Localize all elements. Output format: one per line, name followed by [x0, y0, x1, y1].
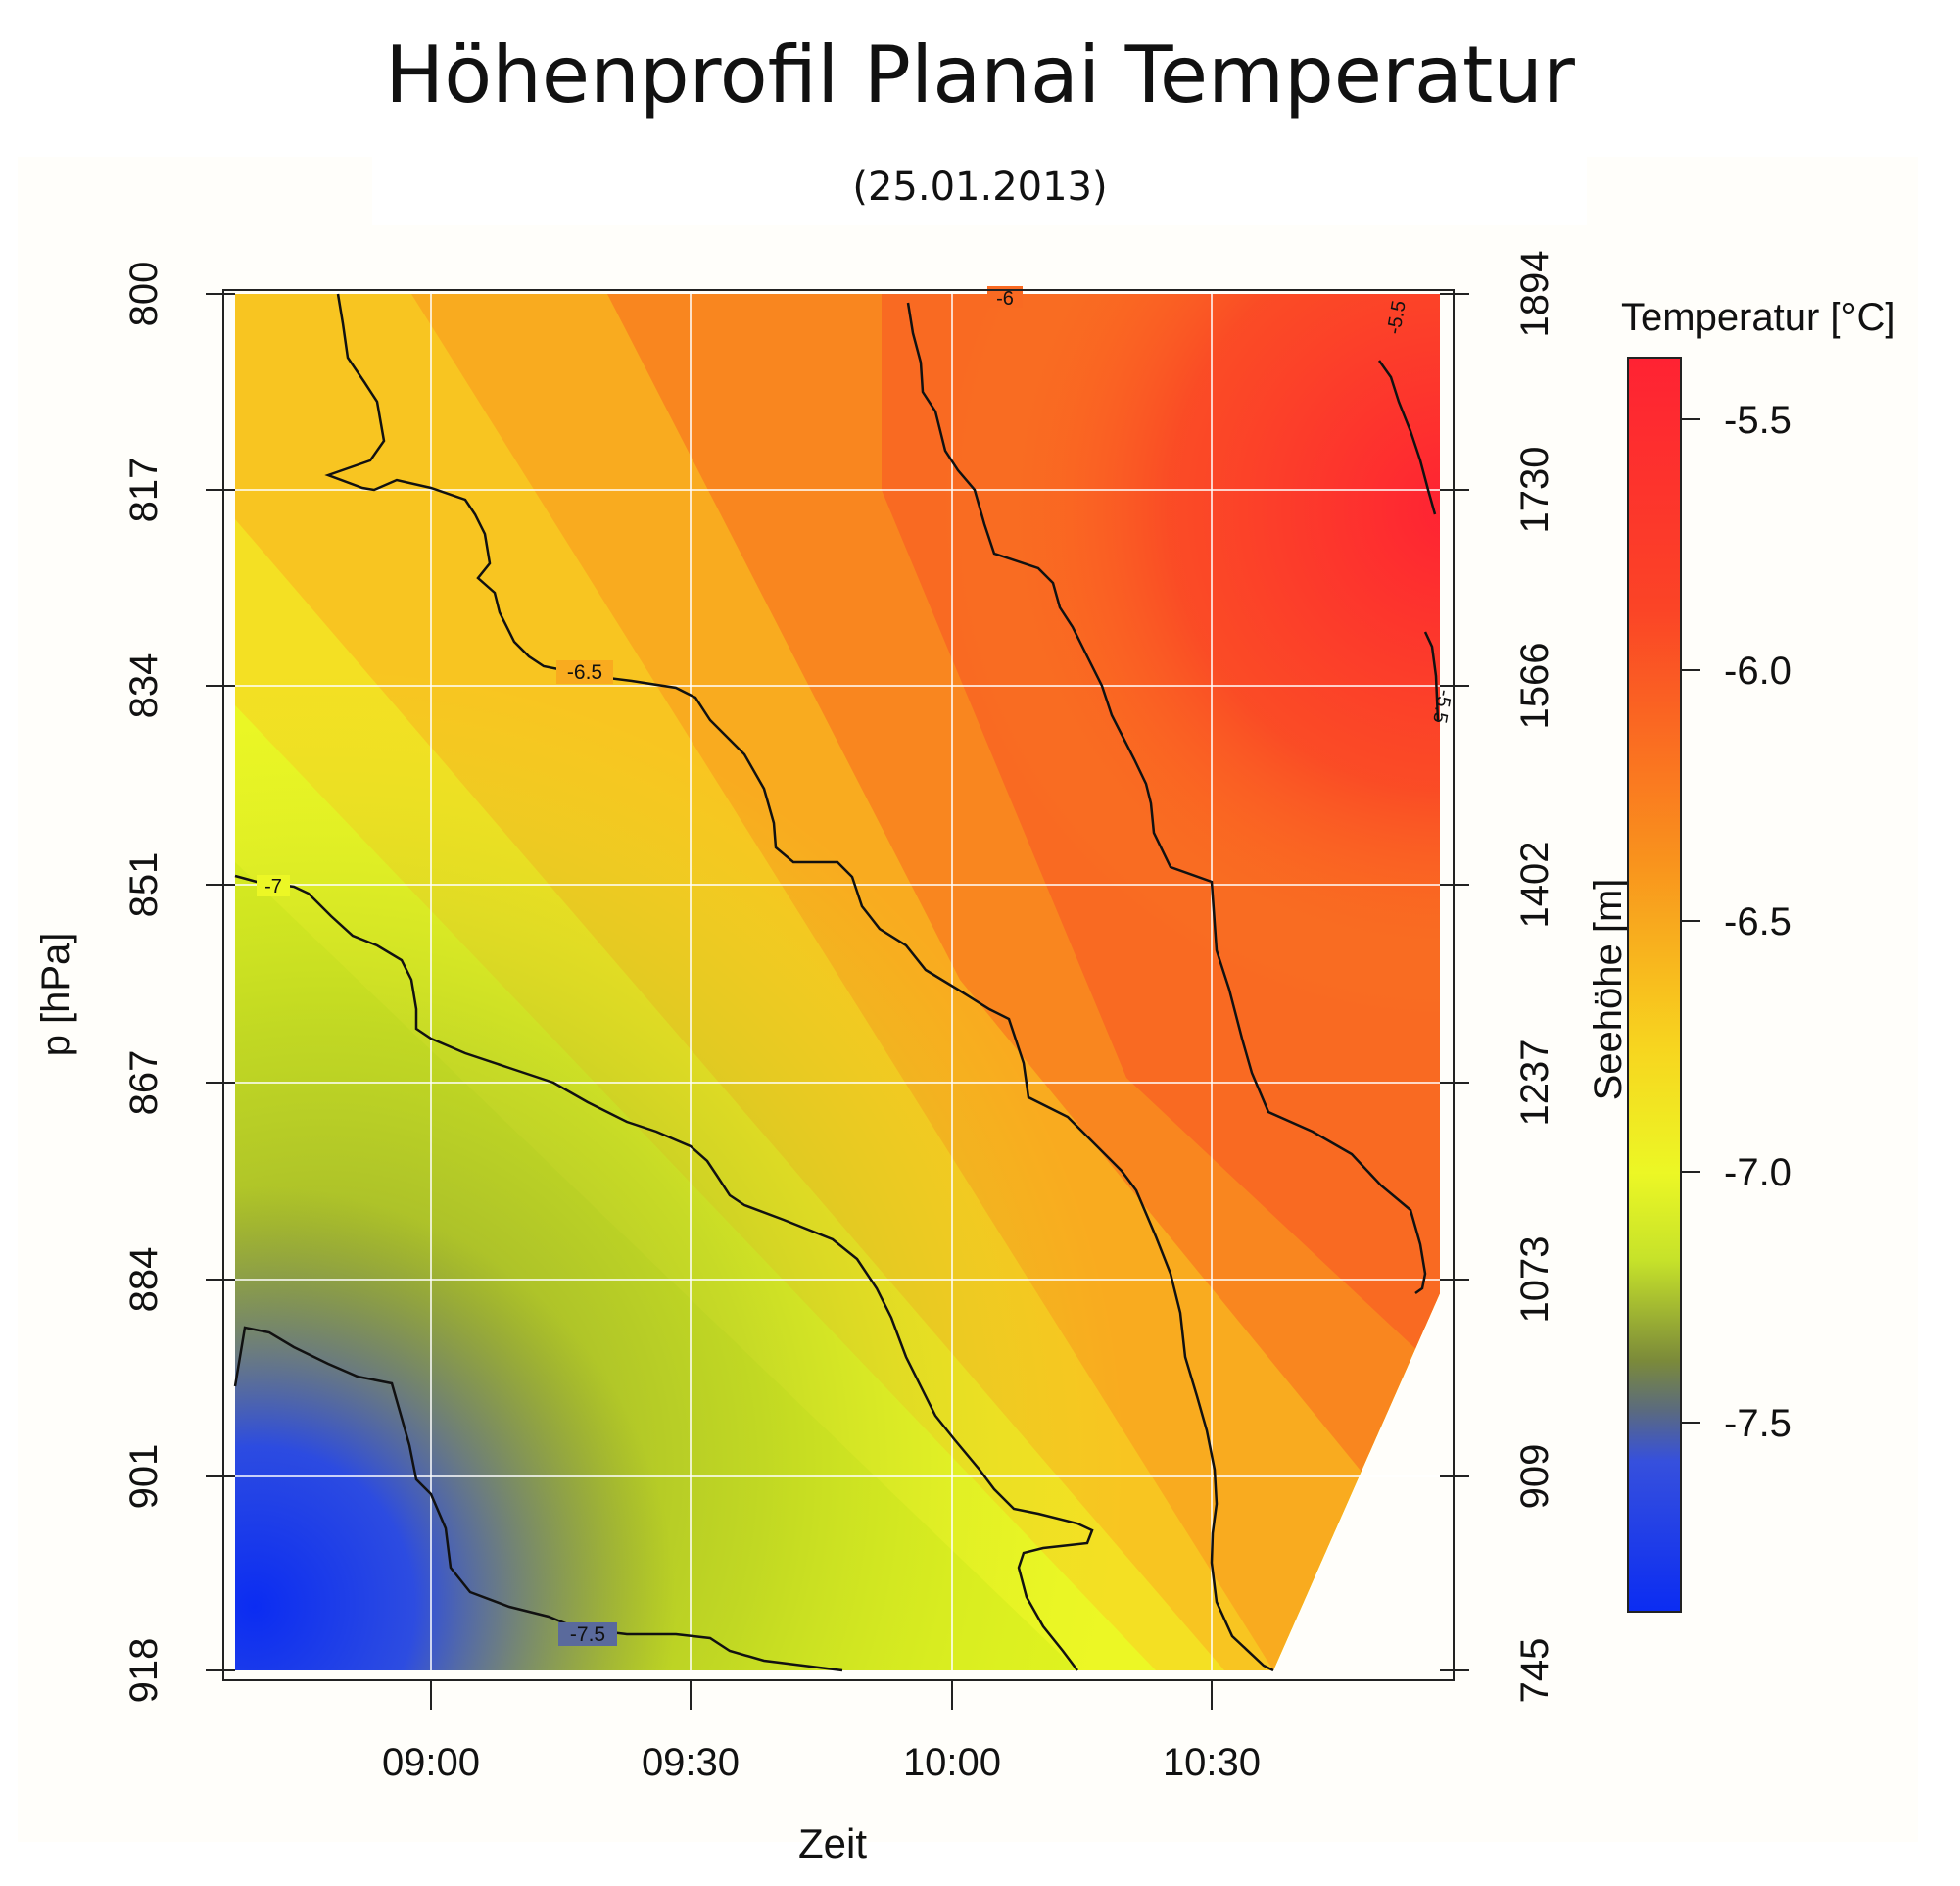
contour-label-bg-minus-7 [257, 875, 290, 896]
colorbar-label-minus-7.5: -7.5 [1724, 1402, 1792, 1445]
y-right-tick-1073: 1073 [1513, 1236, 1556, 1324]
x-tick-0930: 09:30 [642, 1741, 740, 1784]
chart-subtitle: (25.01.2013) [852, 165, 1108, 210]
colorbar-label-minus-5.5: -5.5 [1724, 399, 1792, 442]
contour-label-minus-7: -7 [264, 876, 282, 897]
contour-labels: -6 -6.5 -7 -7.5 -5.5 -5.5 [257, 286, 1456, 1646]
contour-line-minus-6 [906, 302, 1427, 1295]
contour-line-minus-7.5 [233, 1326, 843, 1672]
y-left-tick-867: 867 [122, 1050, 166, 1116]
y-right-tick-1237: 1237 [1513, 1040, 1556, 1127]
y-left-tick-817: 817 [122, 458, 166, 523]
contour-line-minus-7 [234, 874, 1094, 1671]
tick-marks [206, 293, 1469, 1710]
y-right-tick-1894: 1894 [1513, 251, 1556, 338]
contour-label-bg-minus-7.5 [558, 1622, 617, 1646]
colorbar-title: Temperatur [°C] [1621, 296, 1896, 339]
plot-frame [222, 289, 1455, 1681]
y-left-tick-834: 834 [122, 653, 166, 719]
grid [235, 294, 1440, 1670]
y-axis-label-right: Seehöhe [m] [1587, 879, 1630, 1101]
y-right-tick-1402: 1402 [1513, 842, 1556, 929]
colorbar-label-minus-7.0: -7.0 [1724, 1151, 1792, 1194]
contour-label-minus-6.5: -6.5 [567, 661, 602, 684]
y-right-tick-1730: 1730 [1513, 447, 1556, 534]
chart-title: Höhenprofil Planai Temperatur [385, 29, 1575, 121]
y-axis-label-left: p [hPa] [34, 933, 77, 1057]
x-tick-0900: 09:00 [382, 1741, 480, 1784]
y-left-tick-901: 901 [122, 1444, 166, 1510]
y-right-tick-745: 745 [1513, 1638, 1556, 1704]
colorbar-label-minus-6.5: -6.5 [1724, 900, 1792, 943]
y-right-tick-1566: 1566 [1513, 643, 1556, 730]
contour-line-minus-5.5-top [1377, 360, 1437, 515]
subtitle-background [372, 147, 1587, 225]
y-left-tick-918: 918 [122, 1638, 166, 1704]
right-tick-labels: 1894 1730 1566 1402 1237 1073 909 745 [1513, 251, 1556, 1704]
y-left-tick-851: 851 [122, 852, 166, 918]
y-left-tick-800: 800 [122, 262, 166, 327]
x-tick-1000: 10:00 [903, 1741, 1001, 1784]
field-cold-glow [235, 294, 1440, 1670]
contour-label-bg-minus-6.5 [556, 660, 613, 684]
y-left-tick-884: 884 [122, 1247, 166, 1313]
contour-line-minus-5.5-mid [1423, 631, 1440, 721]
contour-label-minus-6: -6 [996, 288, 1014, 310]
temperature-field [235, 294, 1440, 1670]
colorbar-label-minus-6.0: -6.0 [1724, 650, 1792, 693]
colorbar: Temperatur [°C] -5.5 -6.0 -6.5 -7.0 -7.5 [1621, 296, 1896, 1613]
y-right-tick-909: 909 [1513, 1444, 1556, 1510]
colorbar-ramp [1627, 357, 1682, 1613]
contours [233, 293, 1440, 1672]
x-tick-1030: 10:30 [1163, 1741, 1261, 1784]
contour-label-bg-minus-6 [987, 286, 1023, 308]
contour-line-minus-6.5 [324, 293, 1274, 1672]
left-tick-labels: 800 817 834 851 867 884 901 918 [122, 262, 166, 1704]
contour-label-minus-7.5: -7.5 [570, 1623, 605, 1646]
x-axis-label: Zeit [798, 1820, 867, 1866]
x-tick-labels: 09:00 09:30 10:00 10:30 [382, 1741, 1261, 1784]
